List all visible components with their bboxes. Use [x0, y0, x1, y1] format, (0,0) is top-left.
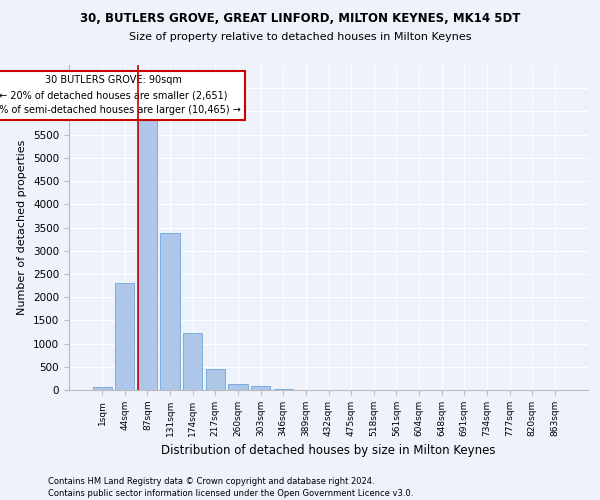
Bar	[183, 334, 202, 390]
Bar	[251, 386, 270, 390]
Bar	[160, 233, 180, 390]
Bar	[206, 369, 225, 390]
Text: Size of property relative to detached houses in Milton Keynes: Size of property relative to detached ho…	[129, 32, 471, 42]
Bar	[92, 388, 112, 390]
Text: Contains public sector information licensed under the Open Government Licence v3: Contains public sector information licen…	[48, 489, 413, 498]
Text: 30 BUTLERS GROVE: 90sqm
← 20% of detached houses are smaller (2,651)
80% of semi: 30 BUTLERS GROVE: 90sqm ← 20% of detache…	[0, 76, 241, 115]
Y-axis label: Number of detached properties: Number of detached properties	[17, 140, 28, 315]
Text: 30, BUTLERS GROVE, GREAT LINFORD, MILTON KEYNES, MK14 5DT: 30, BUTLERS GROVE, GREAT LINFORD, MILTON…	[80, 12, 520, 26]
Bar	[138, 89, 157, 390]
Bar	[274, 388, 293, 390]
X-axis label: Distribution of detached houses by size in Milton Keynes: Distribution of detached houses by size …	[161, 444, 496, 458]
Bar	[115, 283, 134, 390]
Bar	[229, 384, 248, 390]
Text: Contains HM Land Registry data © Crown copyright and database right 2024.: Contains HM Land Registry data © Crown c…	[48, 478, 374, 486]
